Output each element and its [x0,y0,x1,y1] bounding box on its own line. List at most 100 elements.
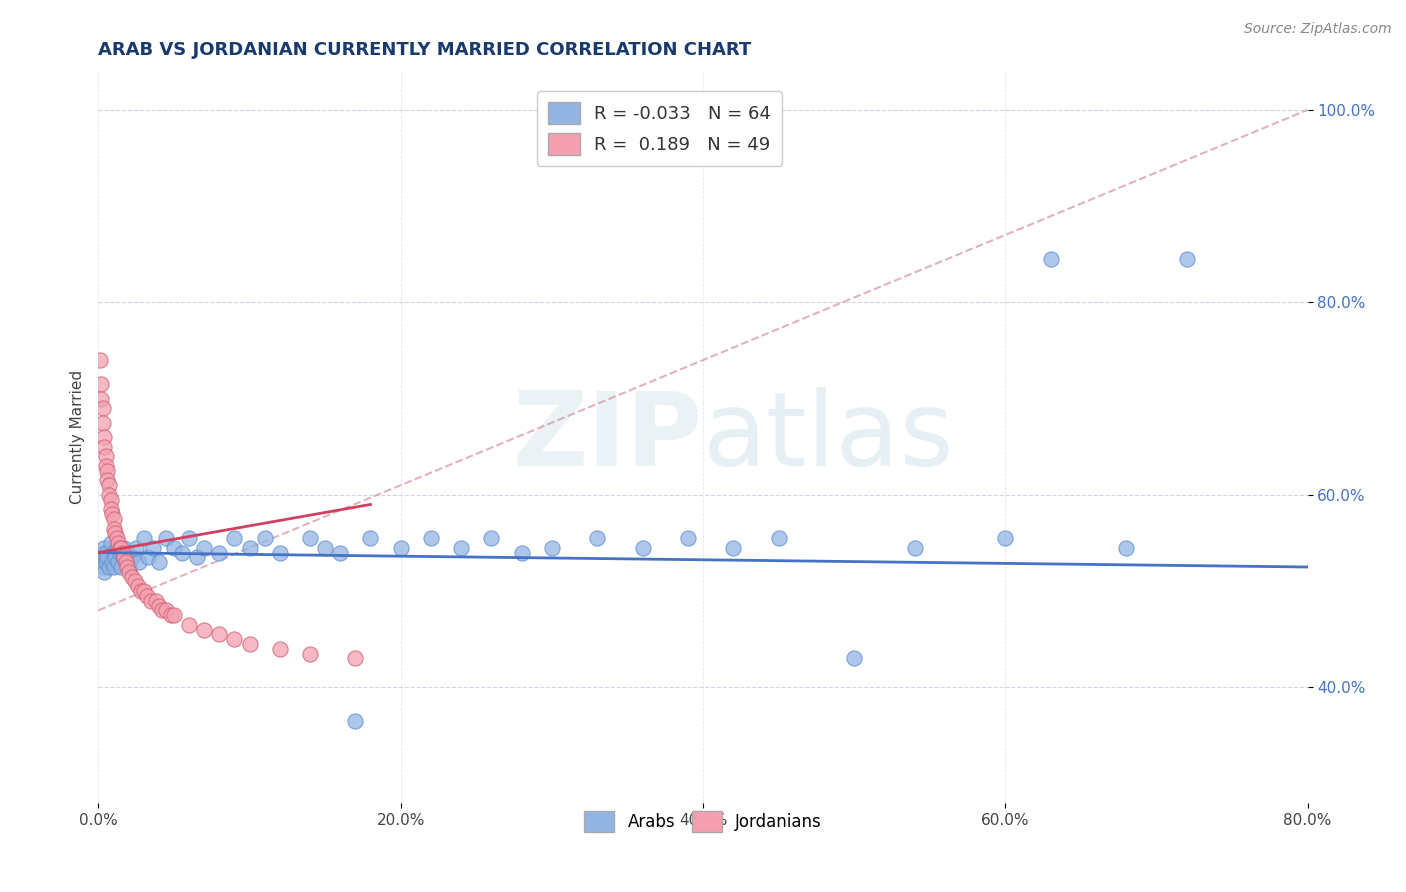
Point [125,541,148,555]
Point [108,541,131,555]
Point [360,531,382,545]
Point [481,531,503,545]
Point [94,545,117,559]
Point [127,579,149,593]
Point [108,545,131,559]
Point [676,531,699,545]
Point [90,377,112,392]
Point [93,440,115,454]
Point [179,617,201,632]
Point [107,555,129,569]
Point [115,560,138,574]
Point [110,541,132,555]
Point [253,531,276,545]
Point [103,545,125,559]
Point [994,531,1017,545]
Point [329,545,352,559]
Point [224,632,246,647]
Point [115,545,138,559]
Point [111,545,134,559]
Point [193,623,215,637]
Point [104,526,127,541]
Point [111,550,134,565]
Point [299,647,322,661]
Point [135,589,157,603]
Point [510,545,533,559]
Point [269,641,291,656]
Point [121,550,143,565]
Point [121,569,143,583]
Point [114,555,136,569]
Point [98,560,121,574]
Point [98,478,121,492]
Point [103,512,125,526]
Text: ZIP: ZIP [513,386,703,488]
Point [93,541,115,555]
Point [103,521,125,535]
Point [239,541,262,555]
Point [91,416,114,430]
Point [299,531,322,545]
Point [101,555,124,569]
Point [160,608,183,623]
Point [163,608,186,623]
Point [768,531,790,545]
Point [163,541,186,555]
Point [90,392,112,406]
Point [145,593,167,607]
Point [186,550,208,565]
Point [112,541,135,555]
Point [239,637,262,651]
Point [148,599,170,613]
Point [1175,252,1198,266]
Point [193,541,215,555]
Point [586,531,609,545]
Point [170,545,193,559]
Point [136,550,159,565]
Point [94,458,117,473]
Point [179,531,201,545]
Point [89,353,111,368]
Point [148,555,170,569]
Point [98,488,121,502]
Point [344,714,367,728]
Point [450,541,472,555]
Point [105,531,128,545]
Point [101,507,124,521]
Point [132,531,155,545]
Point [208,627,231,641]
Point [104,550,127,565]
Point [904,541,927,555]
Point [96,474,118,488]
Point [105,541,128,555]
Point [90,555,112,569]
Point [100,492,122,507]
Point [128,555,150,569]
Point [314,541,336,555]
Point [132,584,155,599]
Point [142,541,165,555]
Point [112,550,135,565]
Point [540,541,562,555]
Point [155,531,177,545]
Point [100,502,122,516]
Y-axis label: Currently Married: Currently Married [69,370,84,504]
Legend: Arabs, Jordanians: Arabs, Jordanians [578,805,828,838]
Text: atlas: atlas [703,386,955,488]
Point [91,545,114,559]
Point [1115,541,1137,555]
Point [208,545,231,559]
Point [114,555,136,569]
Point [723,541,745,555]
Point [118,565,141,579]
Point [389,541,412,555]
Point [344,651,367,665]
Point [96,550,118,565]
Point [420,531,443,545]
Point [124,574,146,589]
Text: ARAB VS JORDANIAN CURRENTLY MARRIED CORRELATION CHART: ARAB VS JORDANIAN CURRENTLY MARRIED CORR… [98,41,752,59]
Point [91,560,114,574]
Point [100,536,122,550]
Point [93,565,115,579]
Point [103,560,125,574]
